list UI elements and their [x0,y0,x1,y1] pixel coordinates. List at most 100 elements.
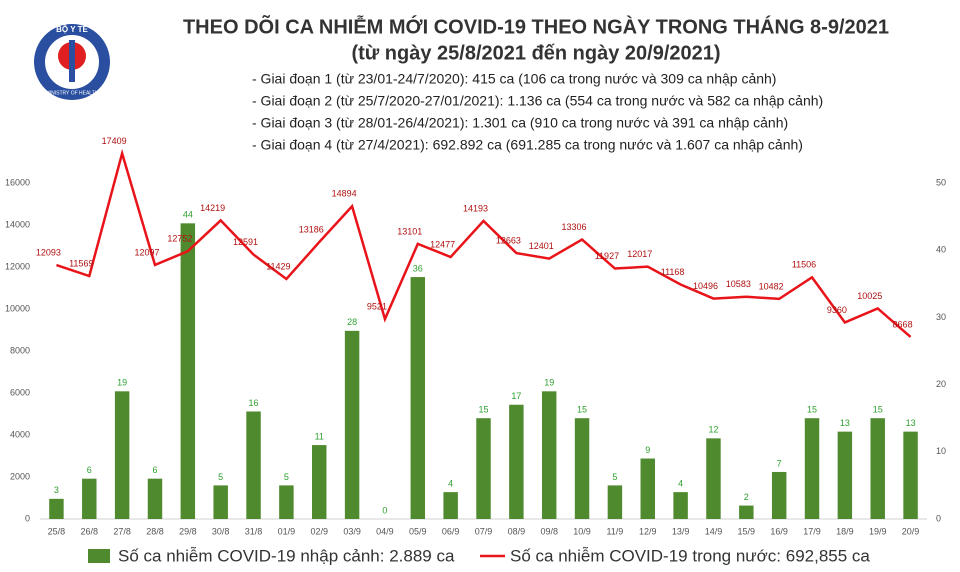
line-value-label: 10496 [693,281,718,291]
legend-label: Số ca nhiễm COVID-19 nhập cảnh: 2.889 ca [118,546,455,565]
bar-value-label: 13 [906,418,916,428]
x-tick-label: 10/9 [573,526,591,536]
bar-value-label: 6 [152,465,157,475]
bar [82,478,97,519]
bar [476,418,491,519]
x-tick-label: 11/9 [606,526,623,536]
x-tick-label: 03/9 [343,526,361,536]
line-value-label: 11506 [792,260,816,270]
x-tick-label: 20/9 [902,526,920,536]
bar-value-label: 44 [183,210,193,220]
y-tick-label: 10000 [5,303,30,313]
bar [739,505,754,519]
bar-value-label: 15 [577,405,587,415]
bar-value-label: 17 [511,391,521,401]
y-tick-label: 0 [25,513,30,523]
bar [804,418,820,519]
y2-tick-label: 10 [936,446,946,456]
bar-value-label: 2 [744,492,749,502]
bar-value-label: 3 [54,485,59,495]
logo-bottom: MINISTRY OF HEALTH [46,90,99,96]
line-value-label: 9360 [827,305,847,315]
line-value-label: 12093 [36,247,61,257]
x-tick-label: 08/9 [508,526,526,536]
line-value-label: 10482 [759,281,784,291]
x-tick-label: 31/8 [245,526,263,536]
bar [837,431,853,519]
line-value-label: 12752 [167,234,192,244]
bar [147,478,163,519]
bar [640,458,655,519]
line-value-label: 10025 [857,291,882,301]
x-tick-label: 28/8 [146,526,164,536]
bar-value-label: 0 [382,505,387,515]
bar [574,418,590,519]
bar-value-label: 6 [87,465,92,475]
x-tick-label: 04/9 [376,526,394,536]
bar [607,485,623,519]
y-tick-label: 8000 [10,345,30,355]
x-tick-label: 25/8 [48,526,66,536]
bar [903,431,918,519]
bar-value-label: 5 [612,472,617,482]
logo: BỘ Y TẾ MINISTRY OF HEALTH [34,24,110,100]
bar [541,391,557,519]
x-tick-label: 06/9 [442,526,460,536]
bar [410,277,426,519]
annotation: - Giai đoạn 3 (từ 28/01-26/4/2021): 1.30… [252,115,788,131]
y-tick-label: 2000 [10,471,30,481]
line-value-label: 13101 [397,226,422,236]
bar [49,498,64,519]
bar [213,485,228,519]
line-value-label: 8668 [893,319,913,329]
y2-tick-label: 30 [936,312,946,322]
logo-top: BỘ Y TẾ [56,24,88,34]
line-value-label: 17409 [102,136,127,146]
y-tick-label: 4000 [10,429,30,439]
y-tick-label: 12000 [5,261,30,271]
bar-value-label: 19 [117,378,127,388]
line-value-label: 12401 [529,241,554,251]
bar [870,418,885,519]
bar [180,223,196,519]
x-tick-label: 15/9 [738,526,756,536]
x-tick-label: 14/9 [705,526,723,536]
bar-value-label: 28 [347,317,357,327]
bar [279,485,294,519]
x-tick-label: 07/9 [475,526,493,536]
line-value-label: 12591 [233,237,258,247]
line-value-label: 11927 [595,251,619,261]
bar [312,445,327,519]
bar [246,411,261,519]
line-value-label: 12663 [496,235,521,245]
line-value-label: 13306 [562,222,587,232]
y2-tick-label: 20 [936,379,946,389]
line-value-label: 14193 [463,203,488,213]
annotation: - Giai đoạn 1 (từ 23/01-24/7/2020): 415 … [252,71,776,87]
line-value-label: 12017 [627,249,652,259]
line-value-label: 11429 [266,261,290,271]
bar-value-label: 4 [448,478,453,488]
x-tick-label: 02/9 [310,526,328,536]
x-tick-label: 16/9 [770,526,788,536]
bar [344,330,360,519]
bar-value-label: 19 [544,378,554,388]
x-tick-label: 17/9 [803,526,821,536]
annotation: - Giai đoạn 4 (từ 27/4/2021): 692.892 ca… [252,137,803,153]
bar-value-label: 5 [284,472,289,482]
annotation: - Giai đoạn 2 (từ 25/7/2020-27/01/2021):… [252,93,823,109]
y2-tick-label: 40 [936,245,946,255]
line-value-label: 9521 [367,301,387,311]
bar-value-label: 5 [218,472,223,482]
line [56,148,912,338]
x-tick-label: 13/9 [672,526,690,536]
bar-value-label: 15 [478,405,488,415]
line-value-label: 14219 [200,203,225,213]
x-tick-label: 26/8 [81,526,99,536]
line-value-label: 10583 [726,279,751,289]
x-tick-label: 19/9 [869,526,887,536]
y2-tick-label: 50 [936,177,946,187]
bar [509,404,524,519]
bar-value-label: 12 [708,425,718,435]
